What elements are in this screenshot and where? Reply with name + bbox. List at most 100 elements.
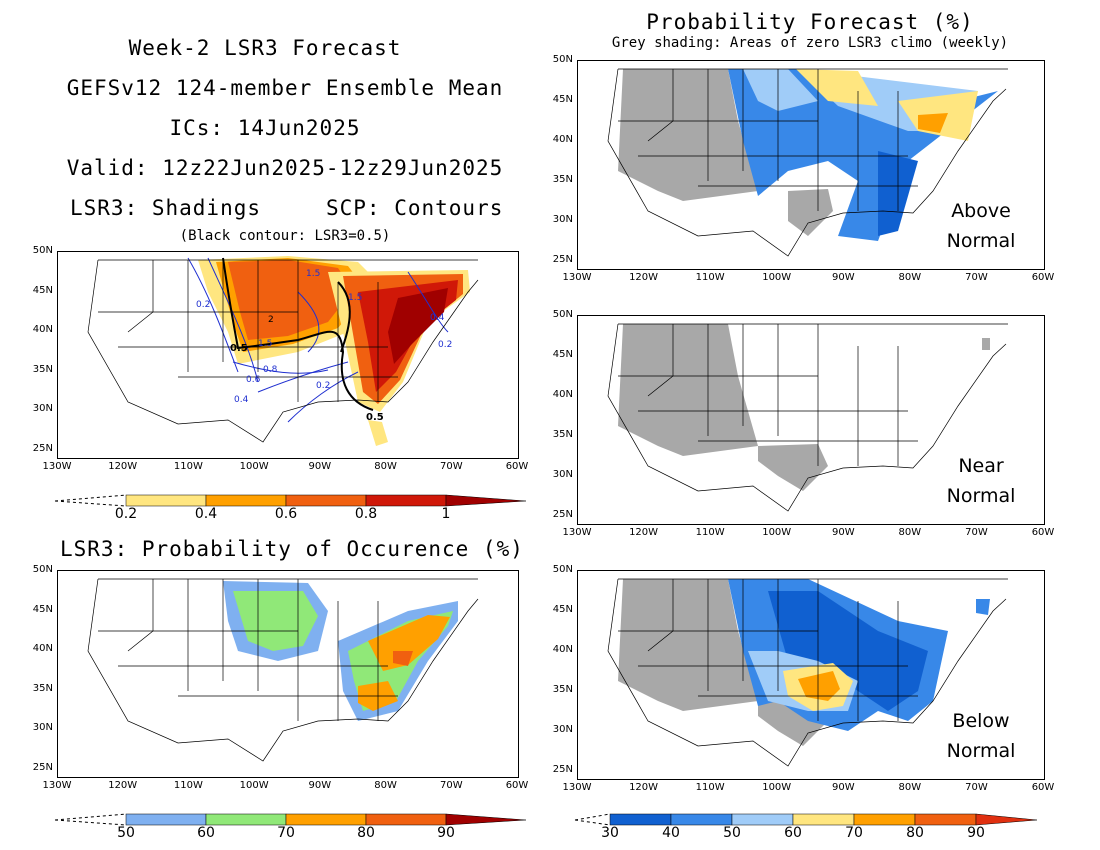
longitude-label: 60W: [505, 780, 529, 791]
lsr3-contour-label: 0.5: [230, 343, 248, 354]
above-normal-label: Above Normal: [926, 196, 1036, 256]
longitude-label: 60W: [1031, 782, 1055, 793]
title-line-4: Valid: 12z22Jun2025-12z29Jun2025: [66, 156, 504, 180]
colorbar-tick-label: 80: [357, 825, 375, 841]
latitude-label: 40N: [32, 324, 53, 336]
scp-contour-label: 0.4: [234, 395, 249, 405]
colorbar-tick-label: 80: [906, 825, 924, 841]
above-normal-label-line2: Normal: [946, 230, 1016, 252]
lsr3-shading: [198, 256, 470, 446]
latitude-label: 30N: [32, 403, 53, 415]
latitude-label: 25N: [32, 443, 53, 454]
scp-contour-label: 1.5: [306, 269, 320, 279]
longitude-label: 130W: [42, 461, 72, 472]
colorbar-tick-label: 0.4: [194, 506, 218, 522]
zero-climo-grey: [618, 324, 990, 491]
state-borders: [87, 259, 479, 443]
latitude-label: 45N: [552, 94, 573, 105]
occurrence-colorbar-ramp: [54, 813, 527, 826]
title-line-2: GEFSv12 124-member Ensemble Mean: [66, 76, 504, 100]
latitude-label: 50N: [552, 309, 573, 320]
occurrence-title: LSR3: Probability of Occurence (%): [60, 537, 524, 561]
contours-label: SCP: Contours: [326, 196, 504, 220]
longitude-label: 60W: [1031, 527, 1055, 538]
latitude-label: 30N: [552, 469, 573, 480]
longitude-label: 130W: [562, 527, 592, 538]
longitude-label: 120W: [108, 461, 138, 472]
zero-climo-grey: [618, 69, 833, 236]
state-borders: [607, 68, 1008, 257]
colorbar-swatch: [914, 813, 977, 826]
scp-contour-label: 1.5: [258, 339, 272, 349]
longitude-label: 130W: [562, 272, 592, 283]
latitude-label: 30N: [552, 214, 573, 225]
lsr3-contour-label-south: 0.5: [366, 412, 384, 423]
colorbar-swatch: [670, 813, 733, 826]
occurrence-colorbar: [50, 811, 530, 841]
longitude-label: 120W: [108, 780, 138, 791]
longitude-label: 80W: [374, 780, 397, 791]
colorbar-tick-label: 30: [601, 825, 619, 841]
latitude-label: 35N: [32, 682, 53, 694]
colorbar-tick-label: 50: [723, 825, 741, 841]
colorbar-tick-label: 50: [117, 825, 135, 841]
longitude-label: 60W: [505, 461, 529, 472]
longitude-label: 130W: [42, 780, 72, 791]
longitude-label: 100W: [239, 780, 269, 791]
scp-contour-label: 1.5: [348, 293, 362, 303]
grey-shading-note: Grey shading: Areas of zero LSR3 climo (…: [611, 35, 1009, 51]
colorbar-lower-arrow: [574, 813, 611, 826]
near-normal-label-line2: Normal: [946, 485, 1016, 507]
colorbar-upper-arrow: [445, 494, 527, 507]
latitude-label: 35N: [552, 684, 573, 695]
occurrence-map: [57, 570, 519, 778]
latitude-label: 50N: [552, 564, 573, 575]
longitude-label: 90W: [308, 780, 332, 791]
colorbar-swatch: [731, 813, 794, 826]
latitude-label: 45N: [552, 349, 573, 360]
latitude-label: 30N: [32, 722, 53, 734]
colorbar-tick-label: 0.6: [274, 506, 298, 522]
lsr3-forecast-map: 0.5 0.5 0.2 0.2 0.4 0.6 0.8 1.5 2 1.5 1.…: [57, 251, 519, 459]
longitude-label: 130W: [562, 782, 592, 793]
scp-contours: [187, 257, 449, 423]
scp-contour-label: 0.4: [430, 313, 445, 323]
shadings-label: LSR3: Shadings: [70, 196, 262, 220]
title-line-3: ICs: 14Jun2025: [169, 116, 361, 140]
longitude-label: 80W: [898, 527, 922, 538]
latitude-label: 45N: [32, 603, 53, 615]
latitude-label: 35N: [32, 363, 53, 375]
colorbar-swatch: [285, 813, 367, 826]
longitude-label: 80W: [898, 272, 922, 283]
colorbar-swatch: [365, 813, 447, 826]
near-normal-map: Near Normal: [577, 315, 1045, 525]
probability-title: Probability Forecast (%): [646, 10, 974, 34]
latitude-label: 40N: [552, 644, 573, 655]
longitude-label: 110W: [173, 780, 203, 791]
state-borders: [87, 578, 479, 762]
above-normal-map: Above Normal: [577, 60, 1045, 270]
longitude-label: 70W: [439, 780, 463, 791]
state-borders: [607, 323, 1008, 512]
latitude-label: 35N: [552, 429, 573, 440]
latitude-label: 25N: [552, 509, 573, 520]
scp-contour-label: 2: [268, 315, 274, 325]
latitude-label: 40N: [552, 134, 573, 145]
longitude-label: 120W: [629, 782, 659, 793]
state-borders: [607, 578, 1008, 767]
longitude-label: 100W: [762, 527, 792, 538]
latitude-label: 45N: [32, 284, 53, 296]
scp-contour-label: 0.2: [438, 340, 452, 350]
colorbar-tick-label: 70: [845, 825, 863, 841]
below-normal-label: Below Normal: [926, 706, 1036, 766]
colorbar-tick-label: 40: [662, 825, 680, 841]
longitude-label: 70W: [965, 527, 988, 538]
probability-colorbar-ramp: [574, 813, 1038, 826]
above-normal-label-line1: Above: [951, 200, 1011, 222]
longitude-label: 70W: [439, 461, 463, 472]
latitude-label: 35N: [552, 174, 573, 185]
colorbar-tick-label: 1: [441, 506, 451, 522]
longitude-label: 100W: [762, 782, 792, 793]
colorbar-swatch: [609, 813, 672, 826]
black-contour-note: (Black contour: LSR3=0.5): [179, 228, 391, 244]
